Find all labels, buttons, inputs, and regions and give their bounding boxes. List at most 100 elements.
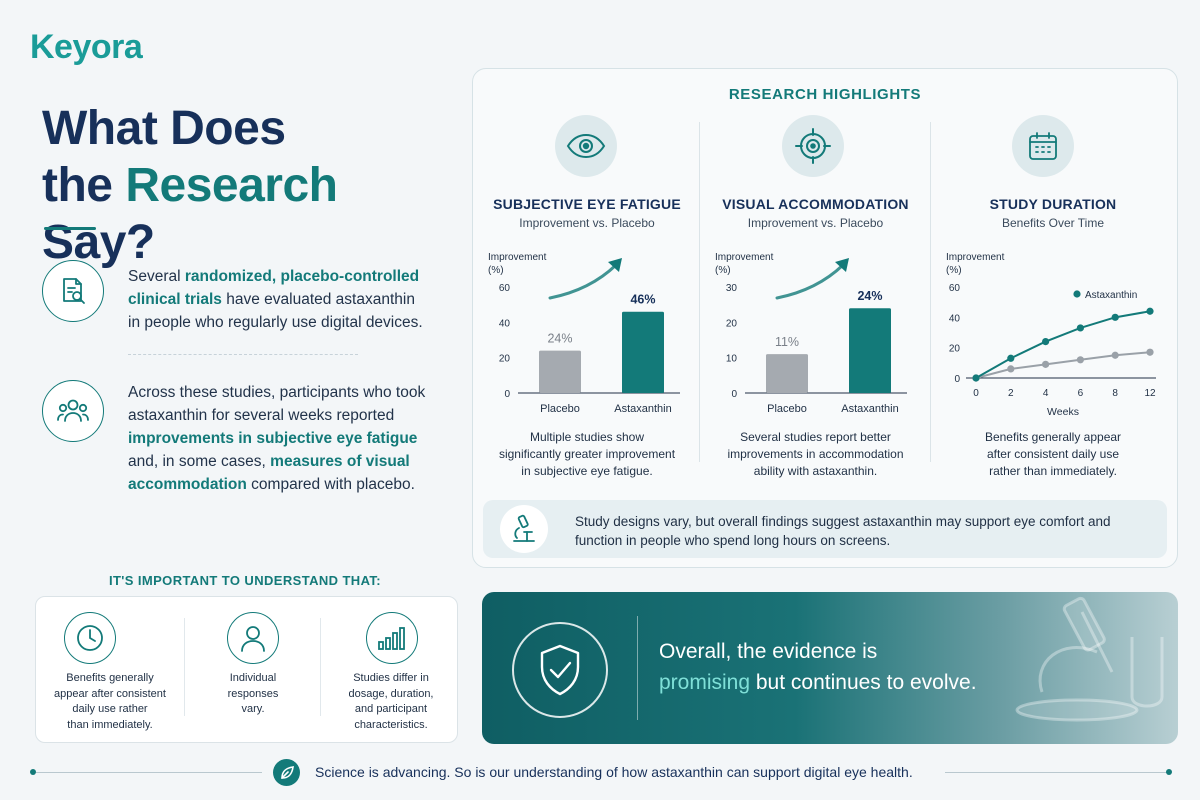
document-search-icon <box>42 260 104 322</box>
col-description-line: significantly greater improvement <box>498 447 676 461</box>
data-point <box>1007 365 1015 373</box>
eye-icon <box>555 115 617 177</box>
y-axis-label: Improvement <box>488 252 547 263</box>
bar-astaxanthin <box>849 308 891 393</box>
x-tick-label: Astaxanthin <box>614 403 671 415</box>
series-line <box>975 310 1151 379</box>
col-description-line: rather than immediately. <box>989 464 1117 478</box>
brand-name: Keyora <box>30 28 143 66</box>
footer-rule-right <box>945 772 1167 773</box>
trend-arrow-line <box>775 263 845 300</box>
intro-text-segment: have evaluated astaxanthin in people who… <box>128 291 423 331</box>
page-title: What Does the Research Say? <box>42 100 462 271</box>
x-tick-label: Astaxanthin <box>841 403 898 415</box>
title-line-1: What Does <box>42 102 286 155</box>
trend-arrow-head <box>608 258 622 272</box>
intro-divider <box>128 354 358 355</box>
col-heading-duration: STUDY DURATION <box>989 196 1117 212</box>
bar-astaxanthin <box>622 311 664 393</box>
important-text-line: Individual <box>229 672 277 684</box>
bar-placebo <box>766 354 808 393</box>
microscope-illustration <box>1015 596 1164 722</box>
x-tick-label: 2 <box>1008 388 1014 399</box>
banner-divider <box>637 616 638 720</box>
col-description-line: in subjective eye fatigue. <box>521 464 653 478</box>
trend-arrow-line <box>548 263 618 300</box>
data-point <box>1007 354 1015 362</box>
data-point <box>1146 348 1154 356</box>
data-point <box>1111 351 1119 359</box>
bar-placebo <box>539 350 581 393</box>
title-underline <box>44 227 96 230</box>
legend-marker <box>1073 290 1081 298</box>
footer-rule-left <box>36 772 262 773</box>
y-tick-label: 30 <box>726 283 738 294</box>
bar-value-label: 11% <box>775 335 799 349</box>
y-tick-label: 40 <box>499 318 511 329</box>
important-text-line: and participant <box>354 703 428 715</box>
x-tick-label: Placebo <box>540 403 580 415</box>
intro-emphasis: improvements in subjective eye fatigue <box>128 430 418 447</box>
y-axis-unit: (%) <box>715 265 731 276</box>
findings-note-text: Study designs vary, but overall findings… <box>575 514 1111 548</box>
col-description-line: Several studies report better <box>740 430 891 444</box>
duration-line-chart: Improvement (%) 0 20 40 60 0 2 4 6 8 12 Weeks Astaxan… <box>946 252 1156 418</box>
important-divider <box>184 618 185 716</box>
important-item-studies-differ: Studies differ in dosage, duration, and pa… <box>326 671 456 733</box>
col-description-line: Benefits generally appear <box>984 430 1122 444</box>
x-tick-label: 6 <box>1078 388 1084 399</box>
y-tick-label: 0 <box>954 374 960 385</box>
col-description-accommodation: Several studies report better improvement… <box>703 429 928 480</box>
data-point <box>1146 307 1154 315</box>
important-title: IT'S IMPORTANT TO UNDERSTAND THAT: <box>108 573 382 588</box>
intro-text-segment: compared with placebo. <box>246 476 415 493</box>
important-text-line: dosage, duration, <box>348 687 434 700</box>
y-tick-label: 20 <box>499 354 511 365</box>
important-text-line: responses <box>227 687 279 700</box>
title-line-2-pre: the <box>42 159 126 212</box>
important-text-line: appear after consistent <box>54 687 166 700</box>
intro-paragraph-findings: Across these studies, participants who t… <box>128 381 428 496</box>
important-text-line: than immediately. <box>67 718 153 731</box>
shield-check-icon <box>512 622 608 718</box>
intro-text-segment: and, in some cases, <box>128 453 271 470</box>
x-tick-label: 8 <box>1112 388 1118 399</box>
intro-emphasis: measures of visual accommodation <box>128 453 410 493</box>
y-tick-label: 60 <box>499 283 511 294</box>
important-text-line: vary. <box>241 703 265 715</box>
x-tick-label: Placebo <box>767 403 807 415</box>
evidence-line-2: but continues to evolve. <box>750 671 977 694</box>
y-tick-label: 20 <box>949 344 961 355</box>
y-tick-label: 10 <box>726 354 738 365</box>
findings-note <box>483 500 1167 558</box>
y-axis-unit: (%) <box>488 265 504 276</box>
col-subheading-duration: Benefits Over Time <box>1001 216 1105 230</box>
intro-text-segment: Several <box>128 268 185 285</box>
brand-logo: Keyora <box>30 28 143 67</box>
data-point <box>972 374 980 382</box>
target-icon <box>782 115 844 177</box>
important-item-consistency: Benefits generally appear after consisten… <box>40 671 180 733</box>
x-axis-label: Weeks <box>1047 406 1079 418</box>
evidence-highlight: promising <box>659 671 751 694</box>
y-axis-label: Improvement <box>946 252 1005 263</box>
x-tick-label: 0 <box>973 388 979 399</box>
data-point <box>1111 313 1119 321</box>
col-description-duration: Benefits generally appear after consisten… <box>933 429 1173 480</box>
col-description-line: Multiple studies show <box>529 430 645 444</box>
intro-emphasis: randomized, placebo-controlled clinical … <box>128 268 420 308</box>
important-text-line: Studies differ in <box>353 672 429 684</box>
leaf-icon <box>273 759 300 786</box>
y-tick-label: 20 <box>726 318 738 329</box>
y-axis-unit: (%) <box>946 265 962 276</box>
research-title: RESEARCH HIGHLIGHTS <box>728 86 922 103</box>
important-text-line: daily use rather <box>72 703 148 715</box>
bar-chart-icon <box>366 612 418 664</box>
data-point <box>1042 338 1050 346</box>
title-accent: Research <box>125 159 338 212</box>
column-divider <box>930 122 931 462</box>
col-heading-eye-fatigue: SUBJECTIVE EYE FATIGUE <box>493 196 681 212</box>
intro-paragraph-trials: Several randomized, placebo-controlled c… <box>128 265 428 334</box>
column-divider <box>699 122 700 462</box>
legend-label: Astaxanthin <box>1085 290 1137 301</box>
